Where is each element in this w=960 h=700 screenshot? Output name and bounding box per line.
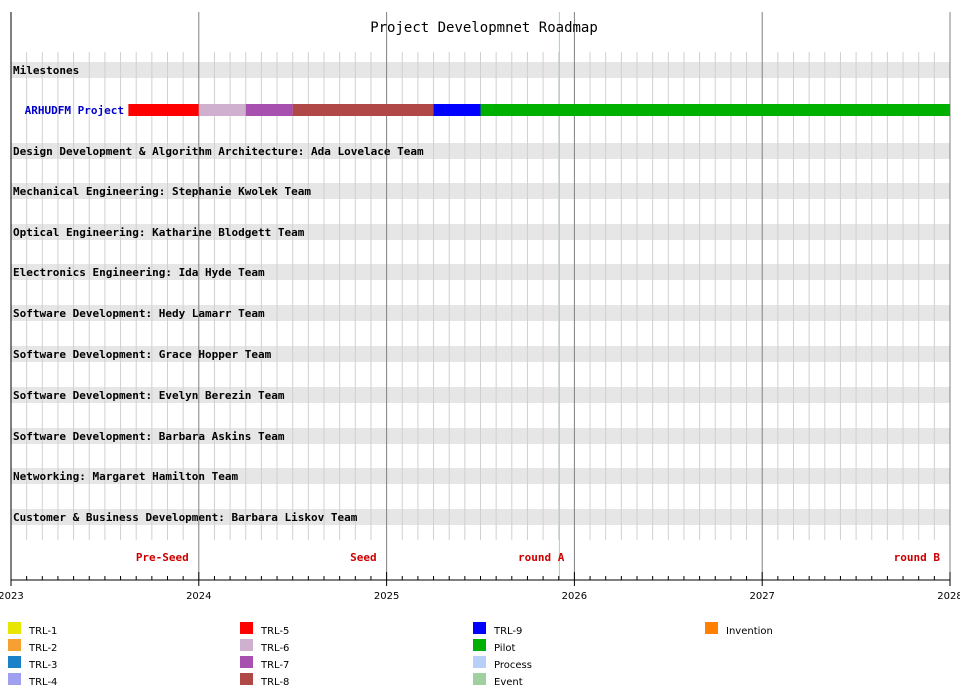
legend-item: Pilot xyxy=(473,639,515,654)
legend-label: Event xyxy=(494,677,523,688)
legend-label: Process xyxy=(494,660,532,671)
row-label: Milestones xyxy=(13,64,79,77)
legend-label: TRL-8 xyxy=(260,677,289,688)
legend-swatch xyxy=(473,622,486,634)
tick-label: 2023 xyxy=(0,591,24,602)
legend-label: TRL-6 xyxy=(260,643,289,654)
legend-swatch xyxy=(240,673,253,685)
row-label: Software Development: Hedy Lamarr Team xyxy=(13,307,265,320)
legend-label: TRL-3 xyxy=(28,660,57,671)
legend-swatch xyxy=(8,673,21,685)
tick-label: 2025 xyxy=(374,591,399,602)
funding-milestones: Pre-Seed Seed round A round B xyxy=(136,551,941,564)
milestone-label: round A xyxy=(518,551,565,564)
row-label: Software Development: Barbara Askins Tea… xyxy=(13,430,285,443)
chart-title: Project Developmnet Roadmap xyxy=(370,20,598,36)
legend-swatch xyxy=(240,622,253,634)
project-label: ARHUDFM Project xyxy=(25,104,124,117)
row-labels: Milestones ARHUDFM Project Design Developm… xyxy=(13,64,424,524)
row-label: Electronics Engineering: Ida Hyde Team xyxy=(13,266,265,279)
legend-swatch xyxy=(8,622,21,634)
tick-label: 2024 xyxy=(186,591,211,602)
legend-swatch xyxy=(240,656,253,668)
project-segment-trl-9 xyxy=(433,104,481,116)
project-segment-trl-7 xyxy=(245,104,293,116)
legend-label: Invention xyxy=(726,626,773,637)
milestone-label: Pre-Seed xyxy=(136,551,189,564)
row-label: Software Development: Evelyn Berezin Tea… xyxy=(13,389,285,402)
legend-item: TRL-7 xyxy=(240,656,289,671)
legend-item: TRL-4 xyxy=(8,673,57,688)
legend-swatch xyxy=(473,673,486,685)
milestone-label: Seed xyxy=(350,551,377,564)
legend-item: TRL-6 xyxy=(240,639,289,654)
legend-label: Pilot xyxy=(494,643,515,654)
tick-label: 2028 xyxy=(937,591,960,602)
legend-item: Event xyxy=(473,673,523,688)
row-label: Software Development: Grace Hopper Team xyxy=(13,348,272,361)
legend-swatch xyxy=(473,639,486,651)
legend: TRL-1 TRL-2 TRL-3 TRL-4 TRL-5 TRL-6 TRL-7 TRL-8… xyxy=(8,622,773,688)
project-segment-trl-6 xyxy=(198,104,246,116)
row-label: Customer & Business Development: Barbara… xyxy=(13,511,358,524)
legend-item: TRL-5 xyxy=(240,622,289,637)
legend-item: TRL-9 xyxy=(473,622,522,637)
row-label: Networking: Margaret Hamilton Team xyxy=(13,470,239,483)
legend-swatch xyxy=(473,656,486,668)
legend-swatch xyxy=(8,656,21,668)
project-segment-trl-5 xyxy=(128,104,199,116)
legend-item: TRL-2 xyxy=(8,639,57,654)
row-label: Design Development & Algorithm Architect… xyxy=(13,145,424,158)
tick-label: 2026 xyxy=(562,591,587,602)
row-label: Optical Engineering: Katharine Blodgett … xyxy=(13,226,305,239)
legend-swatch xyxy=(705,622,718,634)
project-segment-trl-8 xyxy=(292,104,434,116)
x-axis: 2023 2024 2025 2026 2027 2028 xyxy=(0,572,960,602)
milestone-label: round B xyxy=(894,551,941,564)
project-segment-pilot xyxy=(480,104,950,116)
legend-item: TRL-3 xyxy=(8,656,57,671)
legend-swatch xyxy=(240,639,253,651)
legend-item: TRL-8 xyxy=(240,673,289,688)
legend-item: TRL-1 xyxy=(8,622,57,637)
legend-label: TRL-9 xyxy=(493,626,522,637)
legend-swatch xyxy=(8,639,21,651)
project-segments xyxy=(128,104,950,116)
legend-label: TRL-2 xyxy=(28,643,57,654)
grid-lines xyxy=(10,12,951,580)
tick-label: 2027 xyxy=(749,591,774,602)
row-label: Mechanical Engineering: Stephanie Kwolek… xyxy=(13,185,311,198)
legend-label: TRL-5 xyxy=(260,626,289,637)
legend-item: Invention xyxy=(705,622,773,637)
legend-label: TRL-1 xyxy=(28,626,57,637)
legend-label: TRL-7 xyxy=(260,660,289,671)
legend-item: Process xyxy=(473,656,532,671)
legend-label: TRL-4 xyxy=(28,677,57,688)
